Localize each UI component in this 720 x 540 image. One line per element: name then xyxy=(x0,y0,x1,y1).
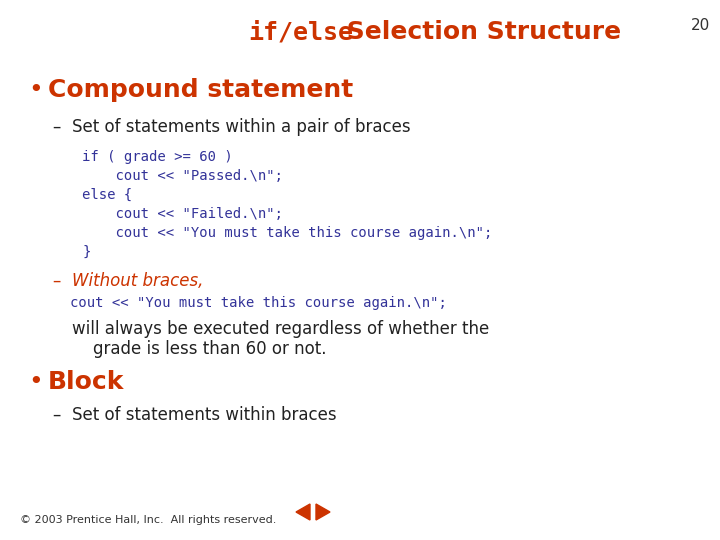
Text: else {: else { xyxy=(82,188,132,202)
Text: –: – xyxy=(52,118,60,136)
Text: cout << "You must take this course again.\n";: cout << "You must take this course again… xyxy=(70,296,447,310)
Text: cout << "You must take this course again.\n";: cout << "You must take this course again… xyxy=(82,226,492,240)
Text: Compound statement: Compound statement xyxy=(48,78,354,102)
Text: –: – xyxy=(52,272,60,290)
Text: © 2003 Prentice Hall, Inc.  All rights reserved.: © 2003 Prentice Hall, Inc. All rights re… xyxy=(20,515,276,525)
Polygon shape xyxy=(316,504,330,520)
Text: Set of statements within a pair of braces: Set of statements within a pair of brace… xyxy=(72,118,410,136)
Text: will always be executed regardless of whether the: will always be executed regardless of wh… xyxy=(72,320,490,338)
Text: •: • xyxy=(28,370,42,394)
Text: Set of statements within braces: Set of statements within braces xyxy=(72,406,337,424)
Text: Selection Structure: Selection Structure xyxy=(338,20,621,44)
Text: 20: 20 xyxy=(690,18,710,33)
Text: cout << "Failed.\n";: cout << "Failed.\n"; xyxy=(82,207,283,221)
Text: •: • xyxy=(28,78,42,102)
Text: grade is less than 60 or not.: grade is less than 60 or not. xyxy=(72,340,326,358)
Text: Without braces,: Without braces, xyxy=(72,272,203,290)
Text: –: – xyxy=(52,406,60,424)
Text: if/else: if/else xyxy=(248,20,353,44)
Text: cout << "Passed.\n";: cout << "Passed.\n"; xyxy=(82,169,283,183)
Text: if ( grade >= 60 ): if ( grade >= 60 ) xyxy=(82,150,233,164)
Text: }: } xyxy=(82,245,91,259)
Text: Block: Block xyxy=(48,370,125,394)
Polygon shape xyxy=(296,504,310,520)
